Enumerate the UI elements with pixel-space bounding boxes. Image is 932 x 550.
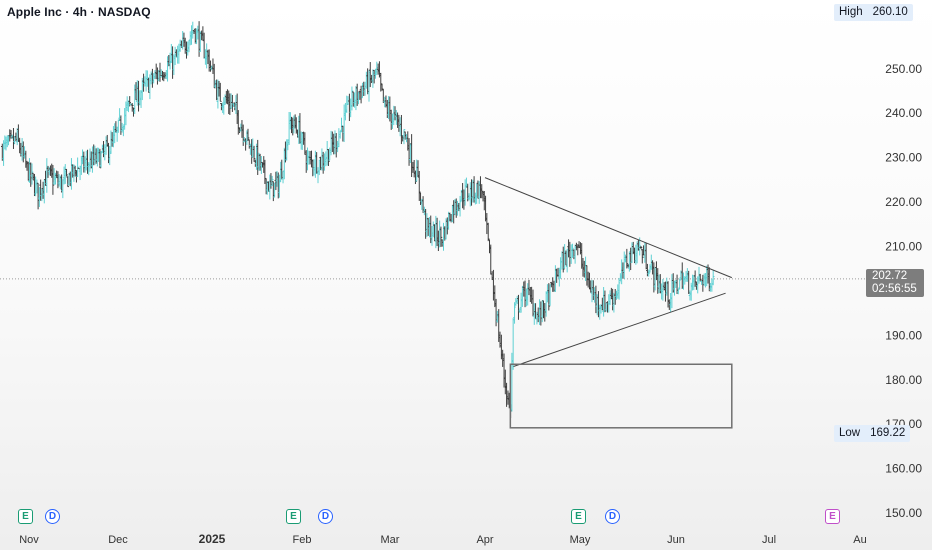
earnings-event-icon[interactable]: E bbox=[286, 509, 301, 524]
triangle-upper-trendline bbox=[485, 178, 732, 278]
x-axis-tick-label: Jun bbox=[667, 534, 685, 546]
support-zone-rectangle bbox=[510, 364, 731, 428]
earnings-event-icon[interactable]: E bbox=[18, 509, 33, 524]
x-axis-tick-label: Feb bbox=[293, 534, 312, 546]
low-value: 169.22 bbox=[870, 427, 905, 439]
x-axis-tick-label: 2025 bbox=[199, 532, 226, 546]
triangle-lower-trendline bbox=[514, 293, 726, 366]
bar-countdown: 02:56:55 bbox=[872, 283, 924, 296]
dividend-event-icon[interactable]: D bbox=[318, 509, 333, 524]
y-axis-tick-label: 160.00 bbox=[885, 462, 922, 476]
dividend-event-icon[interactable]: D bbox=[45, 509, 60, 524]
low-price-tag: Low 169.22 bbox=[834, 425, 910, 442]
x-axis-tick-label: Jul bbox=[762, 534, 776, 546]
high-value: 260.10 bbox=[873, 6, 908, 18]
dividend-event-icon[interactable]: D bbox=[605, 509, 620, 524]
last-price-tag: 202.72 02:56:55 bbox=[866, 269, 924, 297]
ohlc-bar bbox=[517, 295, 520, 320]
high-price-tag: High 260.10 bbox=[834, 4, 913, 21]
y-axis-tick-label: 150.00 bbox=[885, 506, 922, 520]
y-axis-tick-label: 240.00 bbox=[885, 106, 922, 120]
y-axis-tick-label: 180.00 bbox=[885, 373, 922, 387]
y-axis-tick-label: 250.00 bbox=[885, 62, 922, 76]
y-axis-tick-label: 220.00 bbox=[885, 195, 922, 209]
y-axis-tick-label: 230.00 bbox=[885, 151, 922, 165]
x-axis-tick-label: Apr bbox=[476, 534, 493, 546]
high-label: High bbox=[839, 6, 863, 18]
ohlc-bar bbox=[678, 279, 681, 290]
y-axis-tick-label: 210.00 bbox=[885, 240, 922, 254]
x-axis-tick-label: Nov bbox=[19, 534, 39, 546]
low-label: Low bbox=[839, 427, 860, 439]
y-axis-tick-label: 190.00 bbox=[885, 328, 922, 342]
x-axis-tick-label: Au bbox=[853, 534, 866, 546]
x-axis-tick-label: Mar bbox=[381, 534, 400, 546]
x-axis-tick-label: Dec bbox=[108, 534, 128, 546]
earnings-event-icon[interactable]: E bbox=[571, 509, 586, 524]
x-axis-tick-label: May bbox=[570, 534, 591, 546]
last-price-value: 202.72 bbox=[872, 270, 924, 283]
future-earnings-event-icon[interactable]: E bbox=[825, 509, 840, 524]
chart-title: Apple Inc · 4h · NASDAQ bbox=[7, 5, 151, 19]
